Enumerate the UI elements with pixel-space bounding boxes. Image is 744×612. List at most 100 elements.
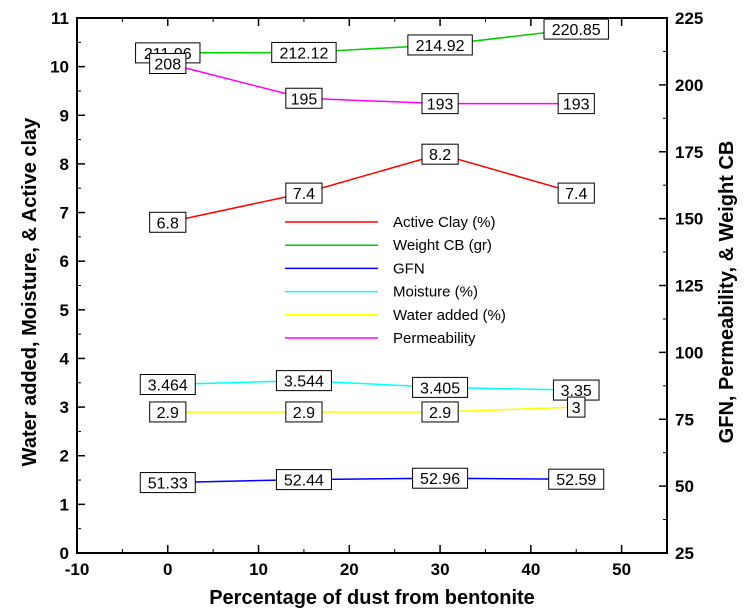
legend-item: Weight CB (gr) (285, 237, 492, 254)
legend-item: GFN (285, 260, 425, 277)
data-label-value: 8.2 (429, 147, 451, 164)
data-label: 193 (421, 93, 459, 115)
x-tick-label: 20 (340, 560, 359, 579)
data-label: 51.33 (139, 472, 196, 494)
y-left-tick-label: 2 (60, 447, 69, 466)
data-label: 212.12 (271, 41, 337, 63)
data-label-value: 2.9 (293, 405, 315, 422)
legend: Active Clay (%) Weight CB (gr) GFN Moisture… (285, 214, 506, 347)
data-label-value: 7.4 (293, 186, 315, 203)
data-label: 3.35 (552, 379, 600, 401)
data-label-value: 52.96 (420, 471, 460, 488)
y-axis-left-title: Water added, Moisture, & Active clay (19, 117, 41, 466)
legend-item: Active Clay (%) (285, 214, 496, 231)
y-left-tick-label: 1 (60, 495, 69, 514)
data-label: 52.96 (412, 467, 469, 489)
data-label-box (285, 401, 323, 423)
legend-label: GFN (393, 260, 425, 277)
data-label: 7.4 (285, 182, 323, 204)
data-label-box (271, 41, 337, 63)
data-label-box (139, 374, 196, 396)
data-label-value: 2.9 (429, 405, 451, 422)
data-label: 2.9 (421, 401, 459, 423)
legend-item: Moisture (%) (285, 284, 478, 301)
data-label-value: 193 (563, 97, 590, 114)
data-label: 52.59 (548, 468, 605, 490)
data-label-value: 3.35 (561, 383, 592, 400)
data-label-box (412, 467, 469, 489)
legend-label: Moisture (%) (393, 284, 478, 301)
data-label-value: 195 (291, 91, 318, 108)
legend-label: Weight CB (gr) (393, 237, 492, 254)
data-label-box (548, 468, 605, 490)
data-label: 7.4 (557, 182, 595, 204)
y-axis-right-title: GFN, Permeability, & Weight CB (716, 141, 738, 444)
data-label-box (407, 34, 473, 56)
y-left-tick-label: 5 (60, 301, 69, 320)
y-right-tick-label: 200 (675, 76, 703, 95)
y-right-tick-label: 75 (675, 410, 694, 429)
data-label-value: 6.8 (157, 215, 179, 232)
data-label: 3.464 (139, 374, 196, 396)
series-line (167, 28, 577, 54)
series-line (167, 153, 577, 224)
y-left-tick-label: 8 (60, 155, 69, 174)
x-tick-label: 0 (163, 560, 172, 579)
data-label-value: 3.544 (284, 374, 324, 391)
data-label-box (275, 469, 332, 491)
data-label-value: 193 (427, 97, 454, 114)
legend-item: Water added (%) (285, 307, 506, 324)
data-label-value: 3.405 (420, 380, 460, 397)
data-label-box (275, 370, 332, 392)
data-label-value: 52.44 (284, 473, 324, 490)
data-label: 3 (567, 396, 586, 418)
x-tick-label: -10 (65, 560, 90, 579)
series-line (167, 62, 577, 105)
data-label-value: 220.85 (552, 22, 601, 39)
data-label-box (139, 472, 196, 494)
series-line (167, 379, 577, 391)
data-label-value: 214.92 (416, 38, 465, 55)
y-right-tick-label: 150 (675, 210, 703, 229)
y-right-tick-label: 175 (675, 143, 703, 162)
legend-item: Permeability (285, 330, 476, 347)
series-line (167, 406, 577, 413)
data-label-box (421, 143, 459, 165)
series-line (167, 477, 577, 484)
data-label-box (557, 182, 595, 204)
data-label-value: 212.12 (279, 45, 328, 62)
data-label-box (421, 93, 459, 115)
legend-label: Water added (%) (393, 307, 506, 324)
data-label: 195 (285, 87, 323, 109)
y-left-tick-label: 10 (50, 58, 69, 77)
data-label: 6.8 (149, 211, 187, 233)
data-label-value: 208 (154, 56, 181, 73)
data-label: 208 (149, 52, 187, 74)
data-label-box (285, 87, 323, 109)
data-label-box (149, 401, 187, 423)
data-label: 8.2 (421, 143, 459, 165)
data-label-value: 52.59 (556, 472, 596, 489)
legend-label: Active Clay (%) (393, 214, 496, 231)
y-left-tick-label: 0 (60, 544, 69, 563)
data-label-value: 3.464 (148, 378, 188, 395)
data-label: 193 (557, 93, 595, 115)
data-label: 214.92 (407, 34, 473, 56)
data-label-box (567, 396, 586, 418)
data-label: 3.544 (275, 370, 332, 392)
data-label: 2.9 (149, 401, 187, 423)
data-label-box (149, 52, 187, 74)
data-label-box (421, 401, 459, 423)
data-label-box (557, 93, 595, 115)
data-label-value: 2.9 (157, 405, 179, 422)
data-label: 2.9 (285, 401, 323, 423)
data-label-value: 51.33 (148, 476, 188, 493)
data-label-layer: 6.87.48.27.4211.96212.12214.92220.8551.3… (135, 18, 609, 494)
y-right-tick-label: 100 (675, 343, 703, 362)
x-tick-label: 50 (612, 560, 631, 579)
y-left-tick-label: 6 (60, 252, 69, 271)
data-label-box (285, 182, 323, 204)
y-right-tick-label: 50 (675, 477, 694, 496)
data-label: 3.405 (412, 376, 469, 398)
